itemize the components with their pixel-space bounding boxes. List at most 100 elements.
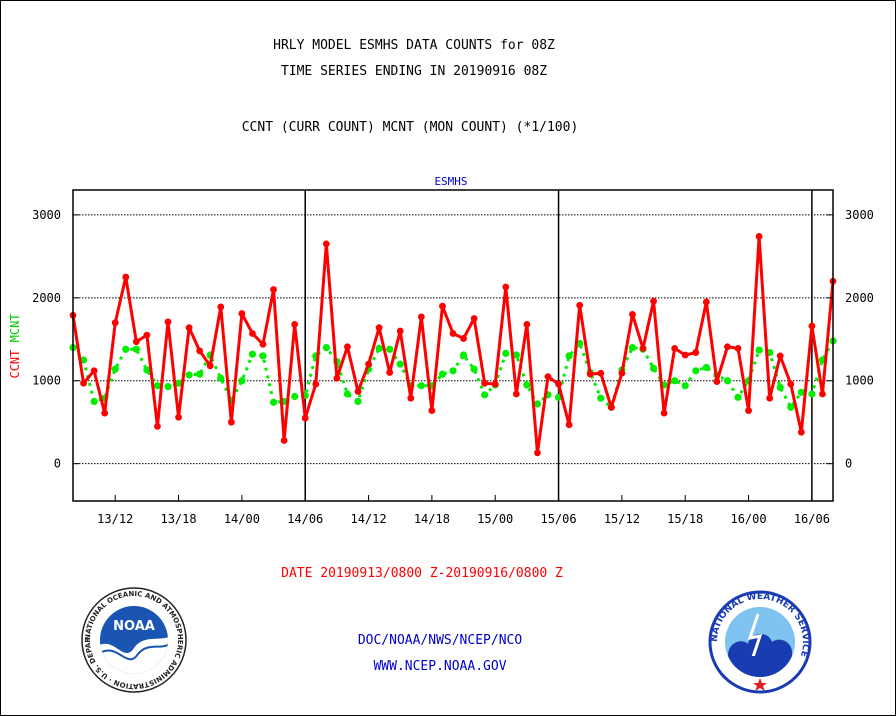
noaa-logo-text: NOAA — [113, 619, 155, 634]
ccnt-point — [365, 360, 372, 368]
ccnt-point — [439, 302, 446, 310]
x-tick-label: 16/06 — [794, 512, 830, 526]
ccnt-point — [797, 428, 805, 436]
mcnt-point — [776, 383, 784, 391]
axis-layer: 0 0 1000 1000 2000 2000 3000 3000 13/12 13/18 14/0… — [32, 208, 874, 526]
x-tick-label: 14/00 — [224, 512, 260, 526]
ccnt-point — [333, 374, 341, 382]
header-title-line1: HRLY MODEL ESMHS DATA COUNTS for 08Z — [273, 38, 555, 53]
ccnt-point — [808, 322, 816, 330]
ccnt-point — [449, 330, 457, 337]
ccnt-point — [217, 303, 225, 311]
mcnt-point — [565, 352, 573, 360]
mcnt-point — [512, 351, 520, 359]
ccnt-point — [544, 373, 552, 380]
ccnt-point — [692, 349, 700, 356]
ccnt-point — [122, 273, 130, 281]
ccnt-point — [713, 378, 721, 385]
ccnt-point — [555, 380, 562, 388]
ccnt-point — [428, 407, 436, 415]
ccnt-point — [154, 422, 161, 430]
mcnt-point — [322, 343, 330, 352]
ccnt-point — [565, 421, 573, 429]
ccnt-point — [90, 367, 98, 375]
mcnt-point — [502, 349, 510, 357]
mcnt-point — [481, 391, 489, 399]
ccnt-point — [196, 347, 204, 355]
ccnt-point — [460, 335, 467, 342]
mcnt-point — [628, 343, 637, 352]
org-line: DOC/NOAA/NWS/NCEP/NCO — [357, 633, 523, 648]
mcnt-point — [671, 377, 679, 385]
ccnt-point — [175, 413, 182, 421]
mcnt-point — [111, 365, 119, 373]
ccnt-point — [249, 330, 256, 337]
mcnt-point — [248, 350, 257, 358]
ccnt-point — [534, 449, 541, 457]
mcnt-point — [386, 345, 394, 353]
ccnt-point — [660, 409, 668, 417]
ccnt-point — [607, 403, 615, 411]
mcnt-point — [132, 345, 140, 353]
plot-frame — [72, 189, 834, 502]
y-tick-label-right: 3000 — [845, 208, 874, 222]
x-tick-label: 14/12 — [350, 512, 386, 526]
chart-title: ESMHS — [434, 175, 467, 188]
y-tick-label-left: 0 — [54, 457, 61, 471]
ccnt-point — [639, 345, 647, 352]
grid-layer — [73, 190, 833, 501]
mcnt-point — [438, 370, 447, 378]
x-tick-label: 15/18 — [667, 512, 703, 526]
mcnt-point — [649, 364, 658, 372]
ccnt-point — [650, 297, 657, 305]
mcnt-point — [143, 366, 151, 374]
mcnt-point — [259, 352, 267, 360]
ccnt-point — [312, 380, 320, 388]
y-axis-label-ccnt: CCNT — [8, 350, 22, 379]
mcnt-point — [470, 365, 478, 373]
ccnt-point — [132, 338, 140, 346]
y-tick-label-left: 3000 — [32, 208, 61, 222]
ccnt-point — [354, 388, 362, 395]
mcnt-point — [417, 382, 425, 390]
mcnt-point — [808, 390, 816, 398]
mcnt-point — [164, 382, 172, 391]
url-link[interactable]: WWW.NCEP.NOAA.GOV — [373, 659, 507, 674]
mcnt-point — [375, 344, 383, 353]
ccnt-point — [291, 320, 299, 328]
mcnt-point — [533, 400, 542, 408]
mcnt-point — [238, 377, 246, 385]
mcnt-point — [597, 394, 605, 402]
ccnt-point — [344, 343, 351, 351]
y-tick-label-right: 0 — [845, 457, 852, 471]
ccnt-point — [227, 418, 235, 426]
mcnt-point — [396, 360, 404, 368]
mcnt-point — [153, 382, 162, 390]
ccnt-point — [755, 233, 763, 240]
ccnt-point — [671, 345, 679, 352]
y-axis-label: CCNT MCNT — [8, 313, 22, 378]
ccnt-point — [396, 327, 404, 335]
noaa-logo: NATIONAL OCEANIC AND ATMOSPHERIC ADMINIS… — [80, 586, 187, 693]
ccnt-point — [270, 286, 277, 293]
mcnt-point — [196, 370, 204, 378]
ccnt-point — [724, 343, 731, 351]
ccnt-point — [185, 324, 193, 332]
mcnt-point — [523, 381, 531, 389]
mcnt-point — [681, 382, 689, 390]
ccnt-point — [819, 390, 826, 398]
mcnt-point — [723, 377, 732, 385]
ccnt-point — [586, 370, 594, 378]
mcnt-point — [734, 393, 742, 401]
ccnt-point — [745, 407, 752, 415]
mcnt-point — [291, 392, 299, 401]
date-range: DATE 20190913/0800 Z-20190916/0800 Z — [281, 566, 563, 581]
ccnt-point — [301, 414, 309, 422]
ccnt-point — [143, 331, 151, 339]
mcnt-point — [90, 397, 98, 406]
ccnt-point — [386, 369, 394, 376]
mcnt-point — [459, 351, 468, 359]
mcnt-point — [692, 367, 700, 375]
mcnt-point — [122, 345, 130, 353]
y-tick-label-right: 2000 — [845, 291, 874, 305]
